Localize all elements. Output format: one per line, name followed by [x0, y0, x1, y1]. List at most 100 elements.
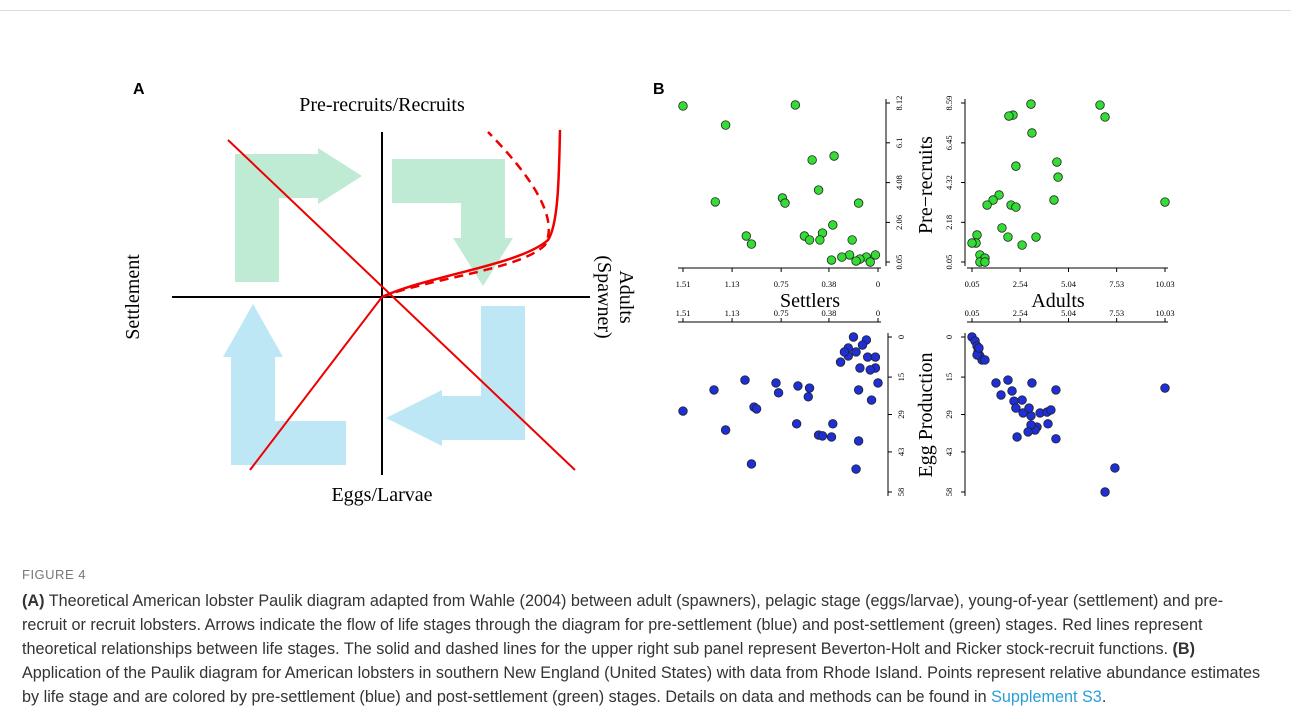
x-tick-label: 0 — [876, 279, 880, 289]
arrow-head — [386, 390, 442, 446]
point — [741, 231, 751, 241]
x-tick-label: 0.75 — [774, 279, 789, 289]
x-tick-label: 0.38 — [821, 308, 836, 318]
point — [826, 432, 837, 442]
y-tick-label: 0 — [944, 335, 954, 339]
point — [967, 238, 977, 248]
point — [678, 406, 688, 416]
point — [771, 378, 781, 388]
point — [853, 436, 864, 446]
arrow-head — [318, 148, 362, 204]
point — [1051, 434, 1061, 444]
quadrant-label: Eggs/Larvae — [331, 484, 432, 506]
x-tick-label: 10.03 — [1155, 308, 1174, 318]
point — [866, 395, 877, 405]
point — [740, 375, 750, 385]
point — [974, 343, 984, 353]
x-tick-label: 7.53 — [1109, 279, 1124, 289]
point — [1012, 432, 1022, 442]
point — [855, 363, 865, 373]
point — [815, 235, 825, 245]
point — [853, 198, 864, 208]
arrow-head — [223, 304, 283, 357]
point — [844, 250, 855, 260]
point — [982, 200, 992, 210]
y-tick-label: 4.08 — [894, 175, 904, 190]
arrow-head — [453, 238, 513, 286]
y-tick-label: 4.32 — [944, 175, 954, 190]
point — [1026, 411, 1036, 421]
point — [996, 390, 1006, 400]
y-tick-label: 58 — [896, 488, 906, 497]
quadrant-label: Adults — [615, 270, 637, 324]
quadrant-label: Pre-recruits/Recruits — [299, 94, 465, 116]
point — [994, 190, 1004, 200]
x-tick-label: 1.13 — [725, 279, 740, 289]
panel-b: 1.51 1.13 0.75 0.38 0 0.05 2.06 4.08 6.1 8.12 Sett… — [676, 96, 1175, 497]
point — [1100, 112, 1110, 122]
point — [862, 352, 873, 362]
y-tick-label: 43 — [944, 448, 954, 457]
point — [1053, 172, 1063, 182]
point — [997, 223, 1007, 233]
point — [1003, 375, 1013, 385]
point — [980, 355, 990, 365]
point — [1007, 386, 1017, 396]
y-tick-label: 15 — [896, 373, 906, 382]
point — [1026, 99, 1036, 109]
panel-label: B — [653, 81, 665, 98]
point — [1024, 403, 1034, 413]
arrow — [235, 154, 320, 282]
y-tick-label: 29 — [896, 410, 906, 419]
quadrant-label: (Spawner) — [593, 255, 615, 338]
point — [851, 347, 861, 357]
point — [813, 185, 824, 195]
point — [1043, 419, 1053, 429]
quadrant-label: Settlement — [122, 254, 144, 340]
point — [1011, 403, 1021, 413]
y-tick-label: 0 — [896, 335, 906, 339]
point — [804, 235, 815, 245]
y-tick-label: 8.59 — [944, 96, 954, 111]
y-axis-label: Pre−recruits — [915, 136, 937, 234]
point — [847, 235, 857, 245]
flow-arrows — [231, 154, 525, 465]
point — [1017, 395, 1027, 405]
panel-label: A — [133, 81, 145, 98]
point — [790, 100, 801, 110]
caption-part: Theoretical American lobster Paulik diag… — [22, 592, 1224, 658]
x-tick-label: 2.54 — [1013, 308, 1029, 318]
arrow — [392, 159, 505, 240]
supplement-link[interactable]: Supplement S3 — [991, 688, 1102, 706]
point — [807, 155, 817, 165]
point — [835, 357, 846, 367]
point — [1160, 383, 1170, 393]
caption-part: (B) — [1172, 640, 1196, 658]
y-tick-label: 0.05 — [944, 255, 954, 270]
x-tick-label: 5.04 — [1061, 279, 1077, 289]
point — [851, 464, 861, 474]
x-tick-label: 1.51 — [676, 308, 691, 318]
point — [1011, 161, 1021, 171]
point — [828, 419, 838, 429]
y-tick-label: 8.12 — [894, 96, 904, 111]
y-tick-label: 6.45 — [944, 135, 954, 150]
point — [751, 404, 762, 414]
y-tick-label: 58 — [944, 488, 954, 497]
y-tick-label: 29 — [944, 410, 954, 419]
y-tick-label: 0.05 — [894, 255, 904, 270]
point — [746, 239, 757, 249]
relationship-line — [227, 139, 576, 471]
point — [870, 352, 881, 362]
point — [803, 392, 813, 402]
point — [988, 195, 998, 205]
point — [980, 257, 990, 267]
relationship-line — [249, 296, 383, 471]
y-tick-label: 6.1 — [894, 137, 904, 148]
ricker-curve — [381, 131, 550, 299]
y-tick-label: 15 — [944, 373, 954, 382]
point — [780, 198, 790, 208]
figure: A Pre-recruits/Recruits Eggs/Larvae Sett… — [0, 10, 1291, 506]
x-tick-label: 0.05 — [965, 279, 980, 289]
